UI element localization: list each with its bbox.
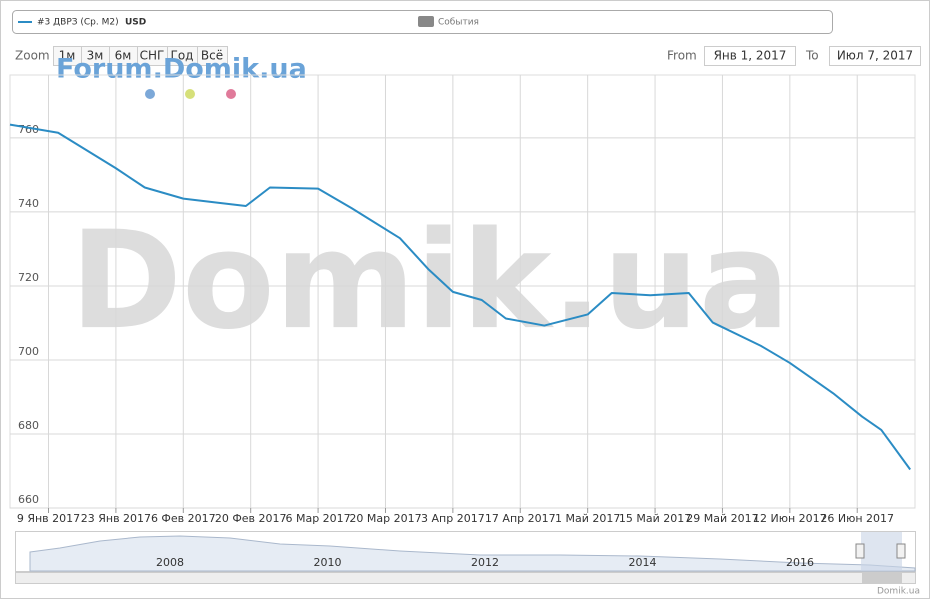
dot [226, 89, 236, 99]
from-label: From [667, 49, 697, 63]
x-tick-label: 3 Апр 2017 [421, 512, 485, 525]
navigator-selection[interactable] [861, 532, 902, 571]
x-tick-label: 26 Июн 2017 [820, 512, 894, 525]
navigator-labels: 2008 2010 2012 2014 2016 [156, 556, 814, 569]
navigator-label: 2008 [156, 556, 184, 569]
x-tick-label: 12 Июн 2017 [753, 512, 827, 525]
to-label: To [805, 49, 819, 63]
from-value[interactable]: Янв 1, 2017 [714, 49, 787, 63]
background-watermark: Domik.ua [70, 202, 790, 359]
x-tick-label: 20 Фев 2017 [215, 512, 287, 525]
credits[interactable]: Domik.ua [877, 587, 920, 597]
x-tick-label: 29 Май 2017 [686, 512, 758, 525]
x-tick-label: 9 Янв 2017 [17, 512, 80, 525]
x-tick-label: 6 Мар 2017 [285, 512, 350, 525]
scrollbar-thumb[interactable] [862, 573, 902, 583]
navigator-handle[interactable] [855, 543, 865, 559]
legend-label[interactable]: #3 ДВРЗ (Ср. М2) [37, 18, 119, 28]
zoom-button-label[interactable]: СНГ [140, 49, 165, 63]
series-line [9, 123, 911, 471]
navigator-label: 2014 [629, 556, 657, 569]
events-swatch [418, 16, 434, 27]
legend-unit: USD [125, 18, 146, 28]
x-tick-label: 15 Май 2017 [619, 512, 691, 525]
x-tick-label: 6 Фев 2017 [151, 512, 216, 525]
zoom-button-label[interactable]: 1м [59, 49, 76, 63]
zoom-button-label[interactable]: 3м [87, 49, 104, 63]
x-tick-label: 23 Янв 2017 [81, 512, 151, 525]
x-tick-label: 20 Мар 2017 [349, 512, 421, 525]
zoom-button-label[interactable]: Всё [201, 49, 223, 63]
y-tick-label: 660 [18, 493, 39, 506]
y-tick-label: 720 [18, 271, 39, 284]
zoom-label: Zoom [15, 49, 50, 63]
navigator-handle[interactable] [896, 543, 906, 559]
events-label[interactable]: События [438, 18, 479, 28]
watermark: Forum.Domik.ua [56, 54, 307, 85]
scrollbar[interactable] [15, 572, 916, 584]
zoom-buttons: 1м 3м 6м СНГ Год Всё [53, 46, 228, 66]
dot [185, 89, 195, 99]
x-tick-label: 1 Май 2017 [555, 512, 620, 525]
x-tick-label: 17 Апр 2017 [485, 512, 556, 525]
dot [145, 89, 155, 99]
y-tick-label: 680 [18, 419, 39, 432]
to-input[interactable] [829, 46, 921, 66]
y-tick-label: 700 [18, 345, 39, 358]
from-input[interactable] [704, 46, 796, 66]
zoom-button[interactable] [197, 46, 228, 66]
navigator-label: 2012 [471, 556, 499, 569]
zoom-button-label[interactable]: 6м [115, 49, 132, 63]
y-tick-label: 740 [18, 197, 39, 210]
navigator-label: 2016 [786, 556, 814, 569]
to-value[interactable]: Июл 7, 2017 [837, 49, 913, 63]
zoom-button-label[interactable]: Год [171, 49, 194, 63]
navigator-label: 2010 [314, 556, 342, 569]
navigator-area [29, 535, 916, 572]
